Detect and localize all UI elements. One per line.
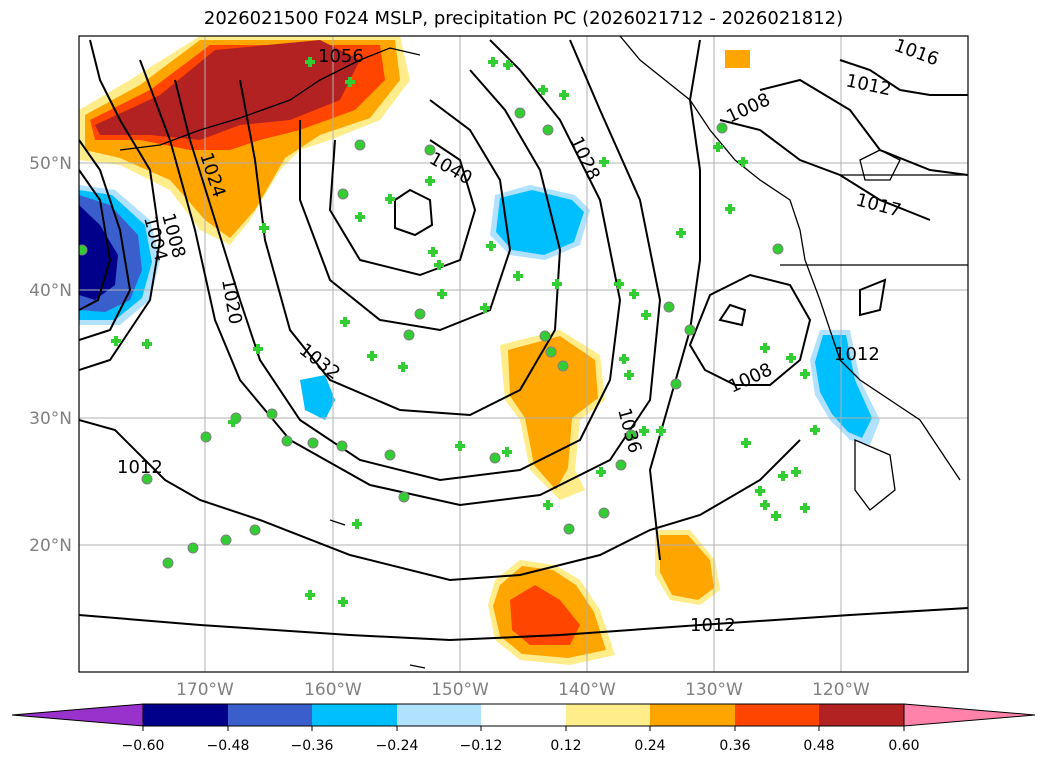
colorbar-tick: −0.24 bbox=[376, 738, 419, 754]
isobar-label: 1020 bbox=[217, 277, 246, 326]
colorbar-tick: 0.60 bbox=[888, 738, 919, 754]
isobar-label: 1016 bbox=[891, 35, 941, 70]
colorbar-tick: 0.36 bbox=[719, 738, 750, 754]
map-title: 2026021500 F024 MSLP, precipitation PC (… bbox=[203, 8, 844, 29]
colorbar-segment bbox=[819, 704, 904, 726]
colorbar-tick: −0.12 bbox=[460, 738, 503, 754]
lat-label: 40°N bbox=[29, 281, 72, 301]
isobar-label: 1012 bbox=[690, 615, 736, 636]
isobar-label: 1056 bbox=[318, 46, 364, 67]
colorbar-tick: −0.60 bbox=[122, 738, 165, 754]
lat-label: 50°N bbox=[29, 154, 72, 174]
lon-label: 170°W bbox=[176, 680, 234, 700]
lat-label: 30°N bbox=[29, 409, 72, 429]
lon-label: 130°W bbox=[685, 680, 743, 700]
isobar-label: 1008 bbox=[723, 89, 773, 127]
station-crosses bbox=[111, 57, 820, 607]
map-area: 1056 1016 1012 1008 1040 1028 1024 1017 … bbox=[79, 35, 968, 672]
colorbar-segment bbox=[481, 704, 566, 726]
colorbar-tick: 0.24 bbox=[634, 738, 665, 754]
lon-label: 120°W bbox=[812, 680, 870, 700]
coastlines bbox=[119, 36, 968, 669]
colorbar-segment bbox=[566, 704, 650, 726]
isobar-label: 1012 bbox=[844, 70, 893, 100]
colorbar-tick: 0.48 bbox=[803, 738, 834, 754]
colorbar-segment bbox=[312, 704, 397, 726]
colorbar-segment bbox=[650, 704, 735, 726]
colorbar-segment bbox=[735, 704, 819, 726]
colorbar-extend-low bbox=[11, 703, 144, 727]
map-frame bbox=[78, 35, 969, 673]
colorbar-tick: 0.12 bbox=[550, 738, 581, 754]
isobar-label: 1012 bbox=[117, 457, 163, 478]
lon-label: 140°W bbox=[558, 680, 616, 700]
colorbar-segment bbox=[143, 704, 228, 726]
colorbar-segment bbox=[397, 704, 481, 726]
station-markers bbox=[79, 107, 784, 569]
latitude-labels: 50°N 40°N 30°N 20°N bbox=[29, 154, 72, 556]
colorbar-tick: −0.36 bbox=[291, 738, 334, 754]
colorbar-tick: −0.48 bbox=[207, 738, 250, 754]
colorbar-frame bbox=[142, 703, 905, 727]
isobar-label: 1008 bbox=[725, 359, 775, 397]
isobar-label: 1017 bbox=[854, 190, 904, 222]
lon-label: 160°W bbox=[304, 680, 362, 700]
grid-lines bbox=[79, 36, 968, 672]
isobars bbox=[79, 39, 968, 642]
colorbar-extend-high bbox=[903, 703, 1036, 727]
isobar-label: 1028 bbox=[565, 133, 603, 183]
lat-label: 20°N bbox=[29, 536, 72, 556]
colorbar-segment bbox=[228, 704, 312, 726]
isobar-label: 1012 bbox=[834, 344, 880, 365]
colorbar: −0.60 −0.48 −0.36 −0.24 −0.12 0.12 0.24 … bbox=[11, 703, 1036, 754]
longitude-labels: 170°W 160°W 150°W 140°W 130°W 120°W bbox=[176, 680, 870, 700]
lon-label: 150°W bbox=[431, 680, 489, 700]
